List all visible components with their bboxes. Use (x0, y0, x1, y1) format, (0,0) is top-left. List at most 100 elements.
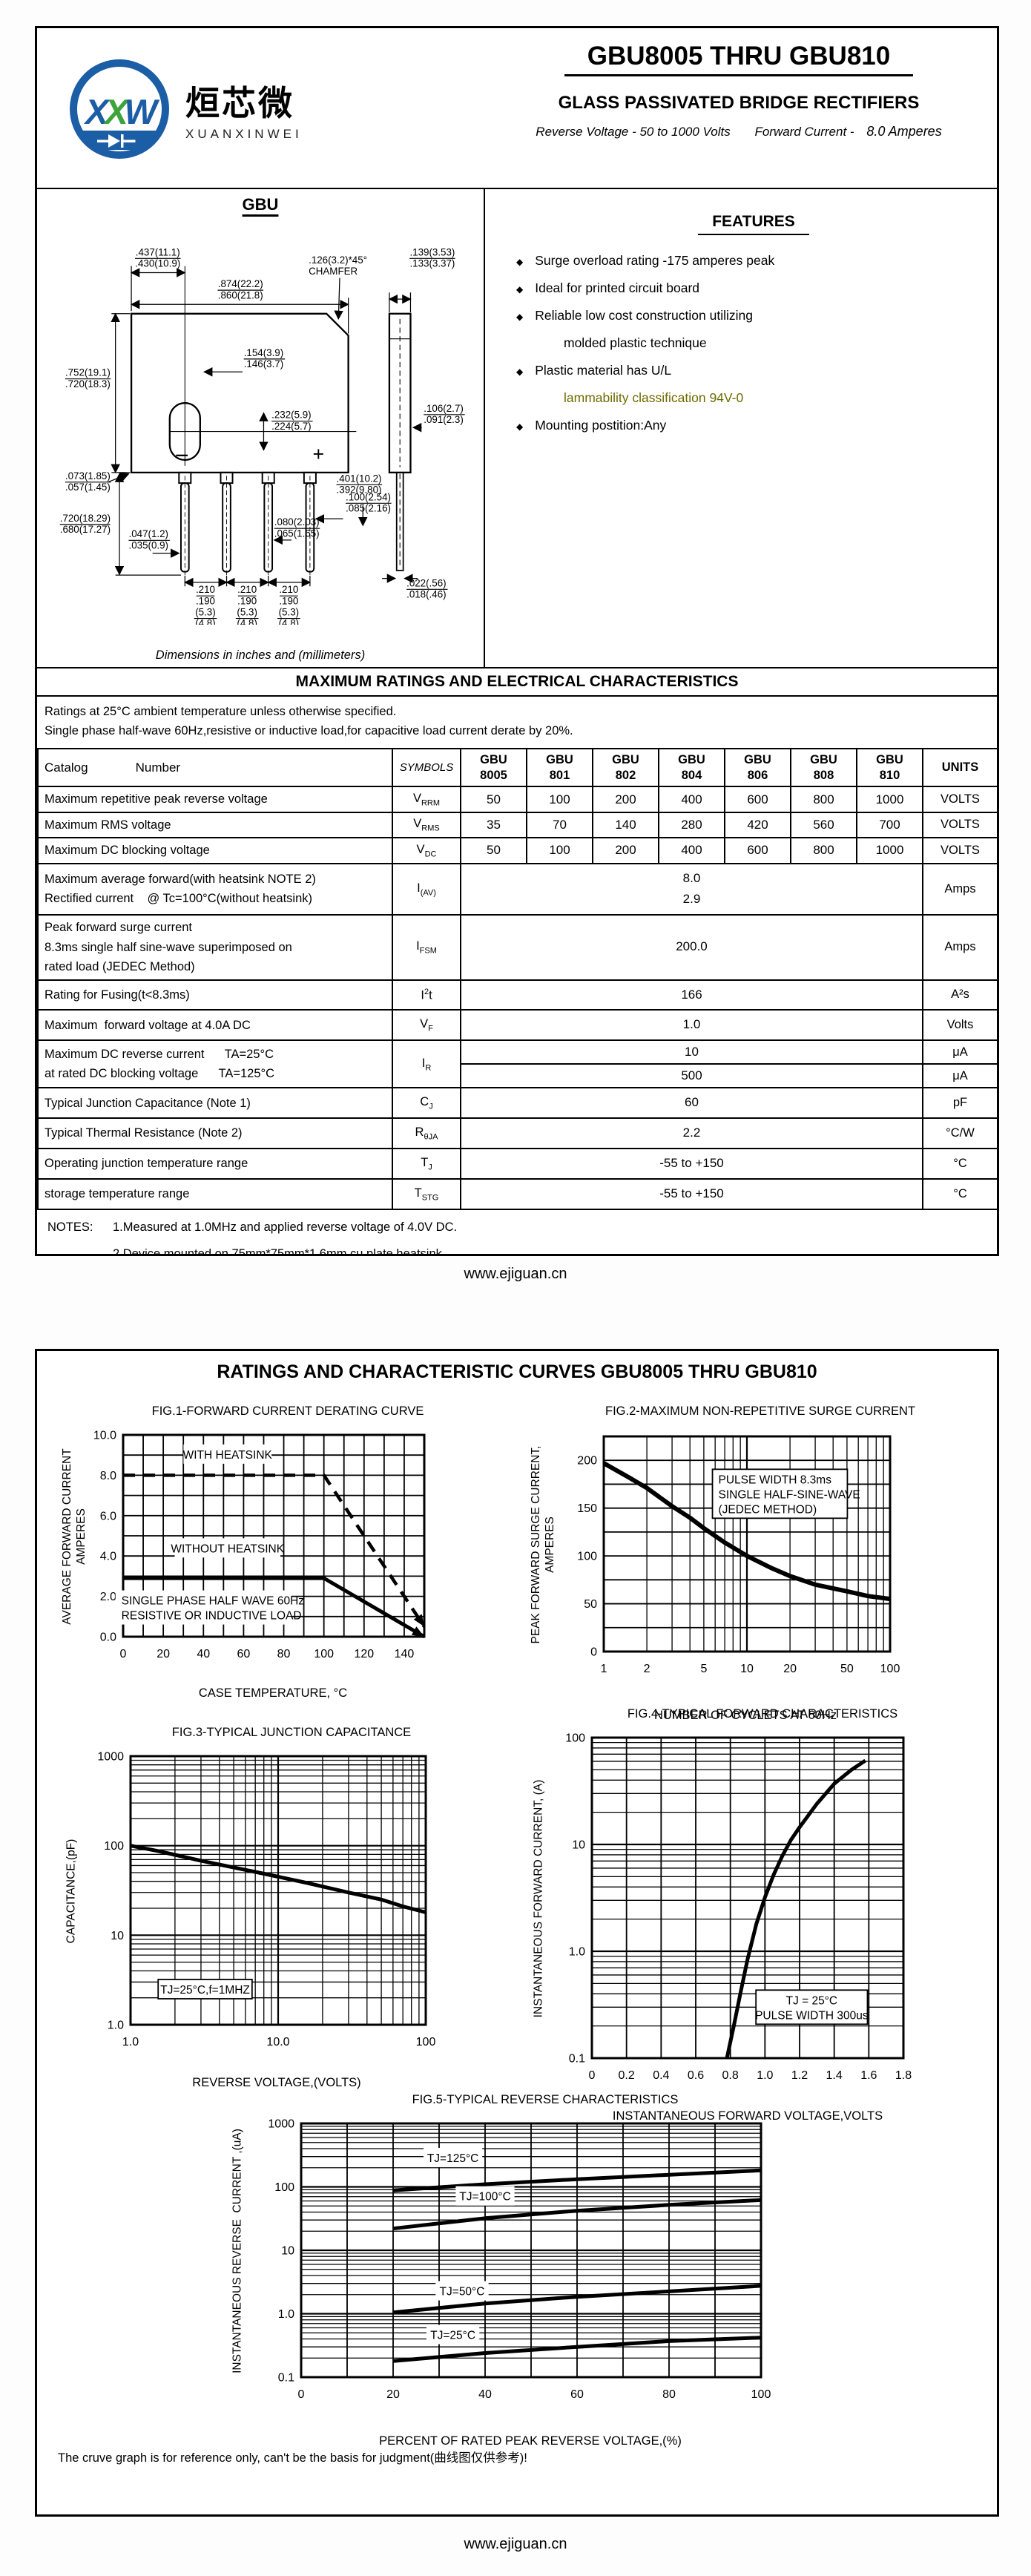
part-number-title: GBU8005 THRU GBU810 (587, 42, 891, 70)
figure-2-ylabel: PEAK FORWARD SURGE CURRENT, AMPERES (530, 1445, 556, 1644)
footer-url[interactable]: www.ejiguan.cn (464, 1266, 567, 1282)
dim-label: (4.8) (195, 618, 215, 625)
dim-label: .430(10.9) (135, 257, 180, 269)
svg-text:10: 10 (111, 1930, 124, 1942)
svg-text:40: 40 (197, 1648, 210, 1660)
figure-4-title: FIG.4-TYPICAL FORWARD CHARACTERISTICS (627, 1707, 898, 1721)
figure-3-xlabel: REVERSE VOLTAGE,(VOLTS) (192, 2076, 361, 2089)
svg-text:PULSE WIDTH 300us: PULSE WIDTH 300us (755, 2009, 869, 2022)
value-cell: 600 (724, 786, 791, 813)
svg-text:1.0: 1.0 (108, 2020, 124, 2032)
terminal-leads (178, 471, 317, 576)
value-cell: 800 (790, 786, 857, 813)
value-cell: -55 to +150 (460, 1177, 923, 1210)
table-row: Peak forward surge current 8.3ms single h… (37, 914, 997, 981)
svg-text:80: 80 (662, 2388, 676, 2401)
row-symbol: TSTG (392, 1177, 461, 1210)
footer-url-2[interactable]: www.ejiguan.cn (464, 2536, 567, 2552)
svg-text:RESISTIVE OR INDUCTIVE LOAD: RESISTIVE OR INDUCTIVE LOAD (122, 1610, 302, 1623)
row-label: Rating for Fusing(t<8.3ms) (37, 979, 393, 1011)
part-column-header: GBU 804 (658, 748, 725, 788)
value-cell: 420 (724, 811, 791, 839)
value-cell: 50 (460, 786, 527, 813)
disclaimer-text: The cruve graph is for reference only, c… (58, 2451, 527, 2465)
value-cell: 166 (460, 979, 923, 1011)
figure-1-title: FIG.1-FORWARD CURRENT DERATING CURVE (151, 1404, 424, 1418)
series-with-heatsink (123, 1473, 426, 1628)
table-row: Maximum average forward(with heatsink NO… (37, 862, 997, 916)
brand-latin: XUANXINWEI (185, 127, 303, 141)
dim-label: .085(2.16) (346, 502, 391, 513)
value-cell: 800 (790, 837, 857, 864)
row-label: Typical Junction Capacitance (Note 1) (37, 1087, 393, 1120)
dim-label: .401(10.2) (337, 473, 382, 484)
value-cell: 60 (460, 1087, 923, 1120)
row-symbol: I(AV) (392, 862, 461, 916)
svg-text:2.0: 2.0 (100, 1591, 116, 1603)
row-symbol: VF (392, 1009, 461, 1042)
series-tj-100-c (392, 2198, 762, 2231)
dim-label: .232(5.9) (271, 410, 311, 421)
svg-text:120: 120 (354, 1648, 374, 1660)
value-cell: 35 (460, 811, 527, 839)
dim-label: .210 (196, 584, 215, 595)
bullet-diamond-icon: ◆ (516, 257, 524, 267)
figure-3-ylabel: CAPACITANCE,(pF) (65, 1839, 78, 1944)
row-label: Maximum forward voltage at 4.0A DC (37, 1009, 393, 1042)
svg-text:60: 60 (570, 2388, 584, 2401)
svg-text:40: 40 (478, 2388, 492, 2401)
table-row: Operating junction temperature range TJ -5… (37, 1148, 997, 1180)
value-cell: 50 (460, 837, 527, 864)
features-list: ◆ Surge overload rating -175 amperes peak… (516, 253, 991, 433)
svg-text:100: 100 (104, 1840, 124, 1853)
table-row: 500 μA (38, 1063, 997, 1089)
svg-text:0: 0 (120, 1648, 127, 1660)
svg-text:100: 100 (274, 2181, 294, 2194)
dim-label: .210 (237, 584, 257, 595)
table-row: Maximum forward voltage at 4.0A DC VF 1.0 V… (37, 1009, 997, 1042)
curves-page-title: RATINGS AND CHARACTERISTIC CURVES GBU800… (217, 1361, 817, 1382)
dim-label: .080(2.03) (274, 516, 320, 528)
table-row: Maximum DC blocking voltage VDC 50 100 200 40… (37, 837, 997, 864)
figure-2-title: FIG.2-MAXIMUM NON-REPETITIVE SURGE CURRE… (605, 1404, 916, 1418)
company-logo: XXW 烜芯微 XUANXINWEI (64, 53, 303, 165)
dimensions-caption: Dimensions in inches and (millimeters) (155, 648, 366, 662)
svg-text:100: 100 (416, 2036, 436, 2048)
value-cell: 400 (658, 837, 725, 864)
svg-text:50: 50 (840, 1663, 854, 1675)
feature-text: Reliable low cost construction utilizing (535, 308, 753, 323)
row-symbol: IFSM (392, 914, 461, 981)
figure-2-chart: 1 2 5 10 20 50 100 0 50 100 150 200 PULSE WIDTH 8.3m… (577, 1435, 900, 1675)
dim-label: .146(3.7) (244, 358, 283, 369)
doc-subtitle: GLASS PASSIVATED BRIDGE RECTIFIERS (558, 93, 920, 113)
value-cell: 1.0 (460, 1009, 923, 1042)
row-label: Operating junction temperature range (37, 1148, 393, 1180)
unit-cell: °C/W (922, 1117, 997, 1150)
figure-4-chart: 0 0.2 0.4 0.6 0.8 1.0 1.2 1.4 1.6 1.8 0.1 1.0 10 100 T… (565, 1732, 912, 2083)
svg-text:1.2: 1.2 (791, 2069, 808, 2082)
unit-cell: VOLTS (922, 837, 997, 864)
row-symbol: VRRM (392, 786, 461, 813)
svg-text:TJ=50°C: TJ=50°C (440, 2286, 485, 2299)
svg-text:20: 20 (386, 2388, 400, 2401)
dim-label: .190 (237, 595, 257, 606)
figure-1-ylabel: AVERAGE FORWARD CURRENT AMPERES (61, 1448, 88, 1625)
series-tj-25-c (392, 2336, 762, 2363)
series-tj-125-c (392, 2168, 762, 2192)
dim-label: (4.8) (279, 618, 299, 625)
row-symbol: VDC (392, 837, 461, 864)
doc-specs: Reverse Voltage - 50 to 1000 Volts Forwa… (491, 124, 986, 139)
svg-text:1.8: 1.8 (895, 2069, 912, 2082)
unit-cell: pF (922, 1087, 997, 1120)
notes-label: NOTES: (47, 1220, 93, 1234)
svg-text:20: 20 (157, 1648, 170, 1660)
figure-2-xlabel: NUMBER OF CYCLETS AT 60Hz (653, 1709, 837, 1722)
dim-label: .100(2.54) (346, 491, 391, 502)
table-row: storage temperature range TSTG -55 to +150… (37, 1177, 997, 1210)
dim-label: .224(5.7) (271, 421, 311, 432)
features-title: FEATURES (698, 213, 809, 235)
feature-text: Mounting postition:Any (535, 418, 667, 433)
svg-text:0.1: 0.1 (278, 2372, 294, 2385)
catalog-number-header: Catalog Number (37, 748, 393, 788)
brand-chinese: 烜芯微 (185, 84, 294, 122)
